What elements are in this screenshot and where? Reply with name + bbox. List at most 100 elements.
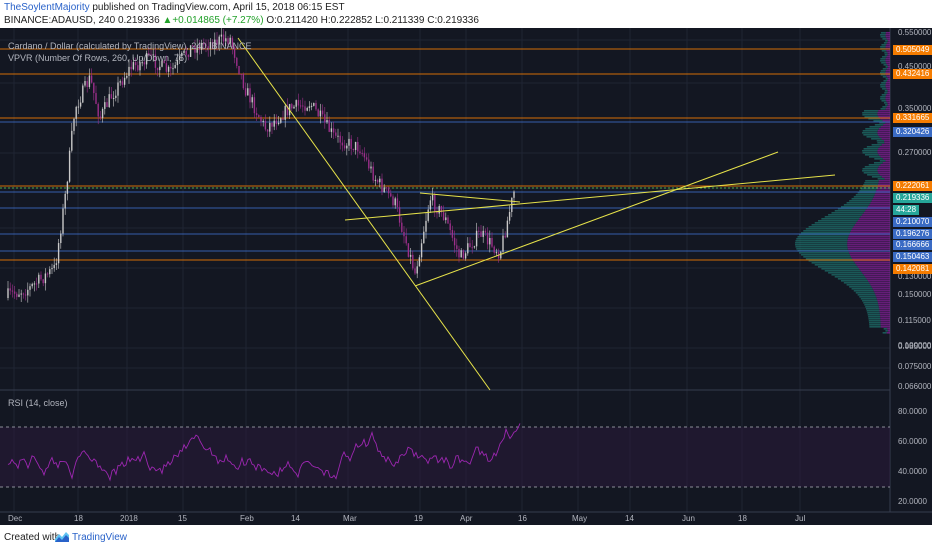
candle-body (134, 62, 137, 66)
candle-body (68, 150, 71, 182)
candle-body (343, 145, 346, 149)
chart-area[interactable]: Cardano / Dollar (calculated by TradingV… (0, 28, 932, 525)
candle-body (352, 148, 355, 150)
volume-bar-up (880, 46, 886, 48)
volume-bar-down (847, 240, 890, 242)
candle-body (354, 141, 357, 150)
time-tick-label: Jun (682, 514, 695, 523)
candle-body (86, 81, 88, 87)
volume-bar-up (795, 244, 848, 246)
volume-bar-up (883, 328, 888, 330)
ohlc-high: H:0.222852 (320, 15, 373, 26)
volume-bar-up (862, 170, 878, 172)
volume-bar-up (860, 188, 877, 190)
volume-bar-up (882, 38, 887, 40)
candle-body (165, 63, 168, 72)
candle-body (458, 248, 460, 258)
candle-body (178, 56, 181, 60)
candle-body (119, 81, 121, 83)
volume-bar-up (883, 80, 888, 82)
volume-bar-down (874, 194, 890, 196)
volume-bar-down (877, 150, 890, 152)
volume-bar-up (869, 326, 881, 328)
rsi-legend[interactable]: RSI (14, close) (8, 398, 68, 408)
volume-bar-down (847, 246, 890, 248)
price-tick-label: 0.550000 (898, 28, 932, 37)
volume-bar-down (854, 224, 890, 226)
candle-body (192, 45, 194, 47)
volume-bar-down (887, 90, 890, 92)
volume-bar-up (880, 74, 886, 76)
candle-body (194, 46, 196, 53)
volume-bar-up (877, 142, 885, 144)
candle-body (238, 65, 240, 74)
candle-body (121, 81, 124, 85)
volume-bar-down (885, 46, 890, 48)
volume-bar-down (877, 130, 890, 132)
candle-body (115, 95, 117, 98)
volume-bar-down (859, 268, 890, 270)
price-tick-label: 0.100000 (898, 341, 932, 350)
candle-body (29, 286, 31, 290)
candle-body (491, 237, 493, 247)
volume-bar-down (879, 308, 890, 310)
candle-body (456, 245, 458, 249)
volume-bar-up (857, 192, 876, 194)
volume-bar-up (871, 144, 882, 146)
volume-bar-up (862, 186, 878, 188)
candle-body (183, 50, 185, 53)
volume-bar-down (887, 54, 890, 56)
tradingview-brand[interactable]: TradingView (72, 532, 128, 543)
candle-body (445, 217, 447, 221)
time-tick-label: 14 (625, 514, 634, 523)
volume-bar-down (876, 190, 890, 192)
volume-bar-down (880, 126, 890, 128)
candle-body (11, 290, 14, 292)
volume-bar-down (863, 212, 890, 214)
volume-bar-down (887, 52, 890, 54)
rsi-tick-label: 80.0000 (898, 407, 927, 416)
volume-bar-up (828, 214, 863, 216)
candle-body (7, 288, 9, 298)
volume-bar-down (885, 70, 890, 72)
volume-bar-down (866, 278, 890, 280)
candle-body (460, 250, 462, 258)
time-tick-label: 14 (291, 514, 300, 523)
volume-bar-down (873, 196, 890, 198)
candle-body (502, 235, 504, 252)
time-tick-label: 18 (738, 514, 747, 523)
volume-bar-down (886, 68, 890, 70)
volume-bar-down (867, 206, 890, 208)
volume-bar-up (880, 96, 886, 98)
candle-body (198, 45, 201, 50)
volume-bar-down (878, 134, 890, 136)
rsi-tick-label: 20.0000 (898, 497, 927, 506)
volume-bar-down (860, 216, 890, 218)
price-badge: 0.142081 (893, 264, 932, 274)
volume-bar-up (862, 114, 878, 116)
chart-canvas[interactable] (0, 28, 932, 525)
volume-bar-up (814, 264, 857, 266)
candle-body (401, 222, 403, 232)
candle-body (500, 251, 502, 259)
candle-body (350, 138, 352, 149)
tradingview-logo-icon[interactable] (54, 530, 70, 544)
volume-bar-up (863, 134, 879, 136)
price-badge: 0.222061 (893, 181, 932, 191)
candle-body (471, 247, 473, 249)
price-badge: 44:28 (893, 205, 920, 215)
time-tick-label: 15 (178, 514, 187, 523)
candle-body (216, 39, 218, 45)
candle-body (211, 42, 214, 50)
volume-bar-down (877, 170, 890, 172)
volume-bar-up (864, 166, 879, 168)
candle-body (90, 75, 93, 83)
volume-bar-down (872, 288, 890, 290)
vpvr-legend[interactable]: VPVR (Number Of Rows, 260, Up/Down, 75) (8, 53, 188, 63)
candle-body (260, 116, 262, 122)
author-link[interactable]: TheSoylentMajority (4, 2, 90, 13)
volume-bar-up (801, 254, 850, 256)
candle-body (209, 42, 212, 49)
main-series-legend[interactable]: Cardano / Dollar (calculated by TradingV… (8, 41, 252, 51)
volume-bar-up (863, 110, 879, 112)
